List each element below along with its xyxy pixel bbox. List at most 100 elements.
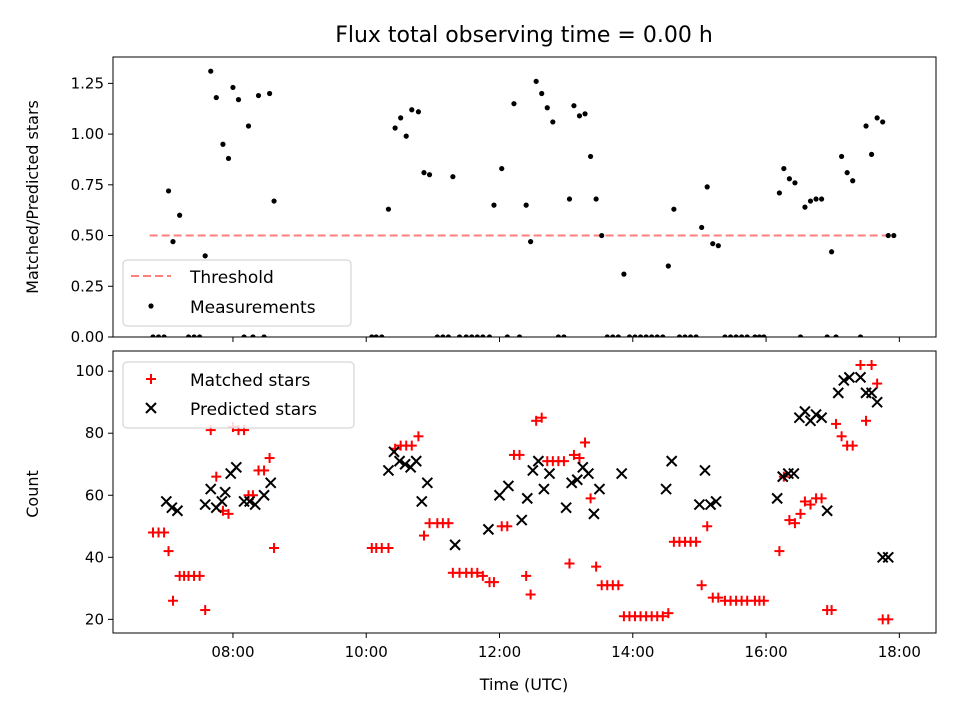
measurement-point — [610, 334, 616, 337]
predicted-star-point — [854, 371, 867, 384]
measurement-point — [621, 271, 627, 277]
predicted-star-point — [493, 489, 506, 501]
predicted-star-point — [265, 477, 277, 489]
bottom-y-tick-label: 20 — [85, 610, 104, 628]
matched-star-point — [789, 518, 800, 529]
x-stroke-b — [216, 495, 228, 508]
measurement-point — [792, 180, 798, 186]
predicted-star-point — [171, 505, 184, 517]
predicted-star-point — [243, 495, 256, 508]
measurement-point — [555, 334, 561, 337]
measurement-point — [802, 204, 808, 210]
predicted-star-point — [410, 455, 422, 467]
measurement-point — [409, 107, 415, 113]
top-y-axis-label: Matched/Predicted stars — [23, 100, 42, 294]
matched-star-point — [799, 496, 810, 507]
x-stroke-b — [393, 455, 406, 467]
measurement-point — [225, 155, 232, 162]
matched-star-point — [883, 614, 894, 625]
matched-star-point — [816, 493, 827, 504]
matched-star-point — [826, 605, 837, 616]
measurement-point — [415, 109, 422, 115]
measurement-point — [267, 90, 273, 97]
predicted-star-point — [777, 470, 789, 483]
measurement-point — [819, 196, 825, 202]
matched-star-point — [580, 437, 591, 448]
matched-star-point — [418, 530, 429, 541]
measurement-point — [844, 170, 850, 176]
measurement-point — [421, 170, 427, 176]
predicted-star-point — [416, 495, 428, 508]
predicted-star-point — [571, 474, 583, 486]
bottom-y-tick-label: 80 — [85, 424, 104, 442]
matched-star-point — [521, 570, 532, 581]
matched-star-point — [855, 359, 866, 370]
matched-star-point — [194, 570, 205, 581]
measurement-point — [516, 334, 523, 337]
predicted-star-point — [821, 505, 833, 517]
x-stroke-b — [265, 477, 277, 489]
predicted-stars-series — [160, 371, 894, 564]
measurement-point — [797, 334, 804, 337]
top-y-tick-label: 1.25 — [71, 74, 104, 92]
x-stroke-b — [777, 470, 789, 483]
measurement-point — [369, 334, 375, 337]
predicted-star-point — [166, 501, 178, 514]
matched-star-point — [443, 518, 454, 529]
measurement-point — [511, 101, 517, 107]
measurement-point — [474, 334, 480, 337]
x-stroke-b — [502, 480, 515, 492]
x-stroke-b — [771, 492, 783, 505]
x-stroke-b — [171, 505, 184, 517]
matched-star-point — [702, 521, 713, 532]
measurement-point — [450, 174, 456, 180]
matched-stars-series — [147, 359, 894, 625]
x-stroke-b — [843, 371, 856, 384]
measurement-point — [230, 84, 236, 91]
x-stroke-b — [582, 467, 595, 480]
x-stroke-b — [660, 483, 672, 495]
x-stroke-b — [593, 483, 606, 495]
measurement-point — [197, 334, 203, 337]
matched-star-point — [525, 589, 536, 600]
bottom-y-axis-label: Count — [23, 470, 42, 518]
measurements-series — [150, 68, 897, 337]
top-axes-frame — [112, 56, 937, 338]
matched-star-point — [558, 456, 569, 467]
top-y-tick-label: 0.25 — [71, 277, 104, 295]
predicted-star-point — [693, 498, 706, 511]
x-stroke-b — [482, 523, 495, 536]
measurement-point — [615, 334, 621, 337]
measurement-point — [491, 202, 497, 208]
measurement-point — [665, 263, 671, 269]
measurement-point — [781, 165, 787, 172]
measurement-point — [863, 123, 869, 129]
x-stroke-b — [421, 477, 434, 489]
predicted-star-point — [538, 483, 550, 495]
measurement-point — [213, 94, 219, 101]
matched-star-point — [713, 592, 724, 603]
chart-title: Flux total observing time = 0.00 h — [335, 23, 713, 48]
measurement-point — [486, 334, 493, 337]
measurement-point — [676, 334, 683, 337]
measurement-point — [392, 125, 398, 131]
predicted-star-point — [219, 486, 231, 498]
x-stroke-b — [821, 505, 833, 517]
matched-star-point — [406, 440, 417, 451]
measurement-point — [539, 90, 545, 97]
matched-star-point — [383, 542, 394, 553]
predicted-star-point — [399, 458, 411, 470]
predicted-star-point — [249, 498, 261, 511]
matched-star-point — [774, 546, 785, 557]
matched-star-point — [167, 595, 178, 606]
matched-star-point — [691, 536, 702, 547]
matched-star-point — [866, 359, 877, 370]
x-stroke-b — [388, 446, 400, 458]
x-stroke-b — [838, 374, 850, 387]
measurement-point — [786, 176, 792, 182]
matched-star-point — [758, 595, 769, 606]
x-stroke-b — [516, 514, 528, 526]
matched-star-point — [472, 567, 483, 578]
